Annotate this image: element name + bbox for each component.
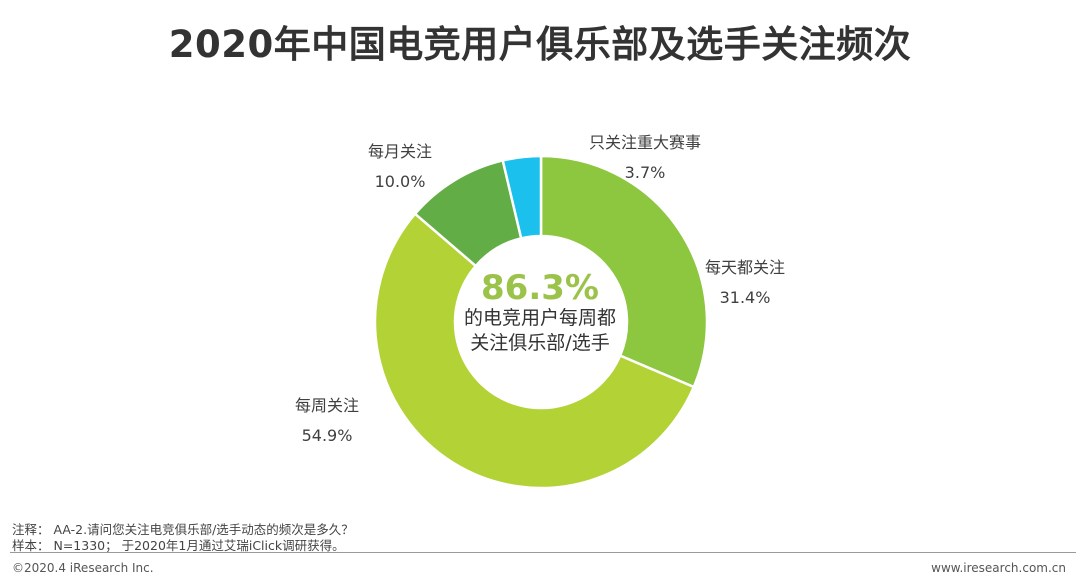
center-percentage: 86.3% xyxy=(481,268,599,308)
label-monthly-name: 每月关注 xyxy=(367,142,432,161)
footer-copyright: ©2020.4 iResearch Inc. xyxy=(12,561,154,575)
footer-website: www.iresearch.com.cn xyxy=(931,561,1066,575)
slice-major-events xyxy=(501,154,543,240)
center-caption: 的电竞用户每周都 关注俱乐部/选手 xyxy=(440,306,640,356)
footnote-sample: 样本： N=1330； 于2020年1月通过艾瑞iClick调研获得。 xyxy=(12,538,345,553)
center-caption-line2: 关注俱乐部/选手 xyxy=(470,332,610,354)
footnote-question: 注释： AA-2.请问您关注电竞俱乐部/选手动态的频次是多久？ xyxy=(12,522,354,537)
footer-divider xyxy=(10,552,1076,553)
label-daily: 每天都关注 31.4% xyxy=(690,253,800,313)
label-major-events: 只关注重大赛事 3.7% xyxy=(570,128,720,188)
label-weekly-value: 54.9% xyxy=(301,426,353,445)
label-daily-name: 每天都关注 xyxy=(704,258,785,277)
slice-daily xyxy=(539,154,709,389)
label-monthly-value: 10.0% xyxy=(374,172,426,191)
label-major-events-name: 只关注重大赛事 xyxy=(588,133,701,152)
chart-title: 2020年中国电竞用户俱乐部及选手关注频次 xyxy=(168,23,912,66)
slice-weekly xyxy=(373,212,696,490)
label-monthly: 每月关注 10.0% xyxy=(345,137,455,197)
label-weekly: 每周关注 54.9% xyxy=(272,391,382,451)
label-major-events-value: 3.7% xyxy=(624,163,666,182)
label-weekly-name: 每周关注 xyxy=(294,396,359,415)
label-daily-value: 31.4% xyxy=(719,288,771,307)
center-caption-line1: 的电竞用户每周都 xyxy=(463,307,616,329)
